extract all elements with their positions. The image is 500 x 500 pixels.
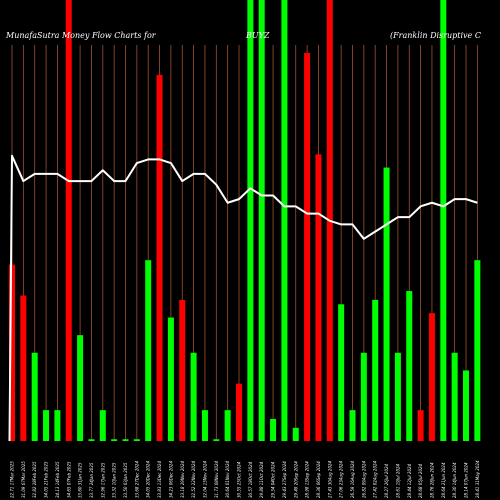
- money-flow-bar: [292, 427, 299, 441]
- money-flow-bar: [304, 52, 311, 442]
- x-axis-label: 26.82 09Aug 2024: [361, 460, 366, 498]
- money-flow-bar: [88, 439, 95, 441]
- x-axis-label: 30.57 18Oct 2024: [248, 461, 253, 498]
- money-flow-bar: [179, 299, 186, 441]
- chart-title-ticker: BUYZ: [245, 31, 270, 40]
- x-axis-label: 34.05 21Feb 2025: [44, 461, 49, 498]
- x-axis-label: 27.06 23Aug 2024: [339, 460, 344, 498]
- x-axis-label: 28.64 21Jun 2024: [441, 462, 446, 498]
- x-axis-label: 33.32 10Jan 2025: [112, 462, 117, 498]
- money-flow-bar: [315, 154, 322, 441]
- x-axis-label: 28.76 28Jun 2024: [429, 462, 434, 498]
- money-flow-bar: [360, 352, 367, 441]
- x-axis-label: 28.68 05Jul 2024: [418, 463, 423, 498]
- money-flow-bar: [474, 260, 481, 441]
- x-axis-label: 27.43 30Aug 2024: [327, 460, 332, 498]
- money-flow-bar: [372, 299, 379, 441]
- money-flow-bar: [417, 410, 424, 441]
- money-flow-bar: [451, 352, 458, 441]
- money-flow-bar: [236, 383, 242, 441]
- price-line-group: [8, 154, 478, 442]
- money-flow-bar: [122, 439, 129, 441]
- x-axis-label: 32.04 15Nov 2024: [202, 460, 207, 498]
- money-flow-bar: [406, 291, 413, 441]
- x-axis-label: 34.23 06Dec 2024: [168, 461, 173, 498]
- x-axis-label: 28.36 06Sep 2024: [316, 461, 321, 498]
- money-flow-bar: [20, 295, 27, 441]
- x-axis-label: 28.98 13Sep 2024: [305, 461, 310, 498]
- money-flow-bar: [190, 352, 197, 441]
- money-flow-bar: [349, 410, 356, 441]
- money-flow-bar: [43, 410, 50, 441]
- x-axis-label: 29.88 11Oct 2024: [259, 461, 264, 498]
- x-axis-label: 30.64 01Nov 2024: [225, 460, 230, 498]
- x-axis-label: 33.18 29Nov 2024: [180, 460, 185, 498]
- x-axis-label: 33.60 31Jan 2025: [78, 462, 83, 498]
- x-axis-label: 34.05 20Dec 2024: [146, 461, 151, 498]
- x-axis-label: 29.43 27Sep 2024: [282, 461, 287, 498]
- money-flow-bar: [133, 439, 140, 441]
- money-flow-bar: [394, 352, 401, 441]
- money-flow-bar: [247, 0, 254, 441]
- x-axis-label: 28.14 07Jun 2024: [464, 462, 469, 498]
- money-flow-bar: [428, 313, 435, 441]
- x-axis-label: 29.49 20Sep 2024: [293, 461, 298, 498]
- money-flow-bar: [156, 74, 163, 441]
- money-flow-bar: [258, 0, 265, 441]
- x-axis-label: 30.55 25Oct 2024: [237, 461, 242, 498]
- money-flow-bar: [201, 410, 208, 441]
- x-axis-label: 34.13 14Feb 2025: [55, 461, 60, 498]
- money-flow-bar: [224, 410, 231, 441]
- money-flow-bar: [145, 260, 152, 441]
- money-flow-bar: [281, 0, 288, 441]
- chart-title-left: MunafaSutra Money Flow Charts for: [5, 31, 157, 40]
- money-flow-bar: [213, 439, 220, 441]
- money-flow-bar: [338, 304, 345, 441]
- money-flow-bar: [31, 352, 38, 441]
- money-flow-bar: [9, 264, 15, 441]
- x-axis-label: 29.54 04Oct 2024: [271, 461, 276, 498]
- money-flow-bar: [99, 410, 106, 441]
- x-axis-label: 33.50 03Jan 2025: [123, 462, 128, 498]
- x-axis-label: 33.77 24Jan 2025: [89, 462, 94, 498]
- x-axis-label: 31.09 07Mar 2025: [21, 461, 26, 498]
- money-flow-bar: [65, 0, 72, 441]
- x-axis-label: 33.83 13Dec 2024: [157, 461, 162, 498]
- money-flow-bar: [383, 167, 390, 441]
- x-axis-label: 28.61 19Jul 2024: [395, 463, 400, 498]
- x-axis-label: 33.68 27Dec 2024: [134, 461, 139, 498]
- x-axis-label: 26.59 16Aug 2024: [350, 460, 355, 498]
- money-flow-bar: [463, 370, 469, 441]
- x-axis-label: 28.27 26Jul 2024: [384, 463, 389, 498]
- x-axis-label: 28.30 14Jun 2024: [452, 462, 457, 498]
- x-axis-label: 28.41 31May 2024: [475, 460, 480, 498]
- x-axis-label: 31.73 08Nov 2024: [214, 460, 219, 498]
- money-flow-bar: [167, 317, 174, 441]
- money-flow-bar: [77, 335, 84, 441]
- x-axis-label: 28.44 12Jul 2024: [407, 463, 412, 498]
- x-axis-label: 22.71 17Mar 2025: [10, 461, 15, 498]
- x-axis-label: 27.42 02Aug 2024: [373, 460, 378, 498]
- x-axis-labels: 22.71 17Mar 2025 31.09 07Mar 2025 32.82 28…: [10, 460, 480, 498]
- chart-title-company: (Franklin Disruptive C: [390, 31, 481, 40]
- x-axis-label: 32.52 22Nov 2024: [191, 460, 196, 498]
- x-axis-label: 32.82 28Feb 2025: [32, 461, 37, 498]
- money-flow-bar: [54, 410, 61, 441]
- x-axis-label: 32.96 17Jan 2025: [100, 462, 105, 498]
- money-flow-bar: [111, 439, 118, 441]
- price-line: [8, 154, 478, 442]
- money-flow-bar: [440, 0, 447, 441]
- money-flow-bar: [270, 418, 277, 441]
- x-axis-label: 34.65 07Feb 2025: [66, 461, 71, 498]
